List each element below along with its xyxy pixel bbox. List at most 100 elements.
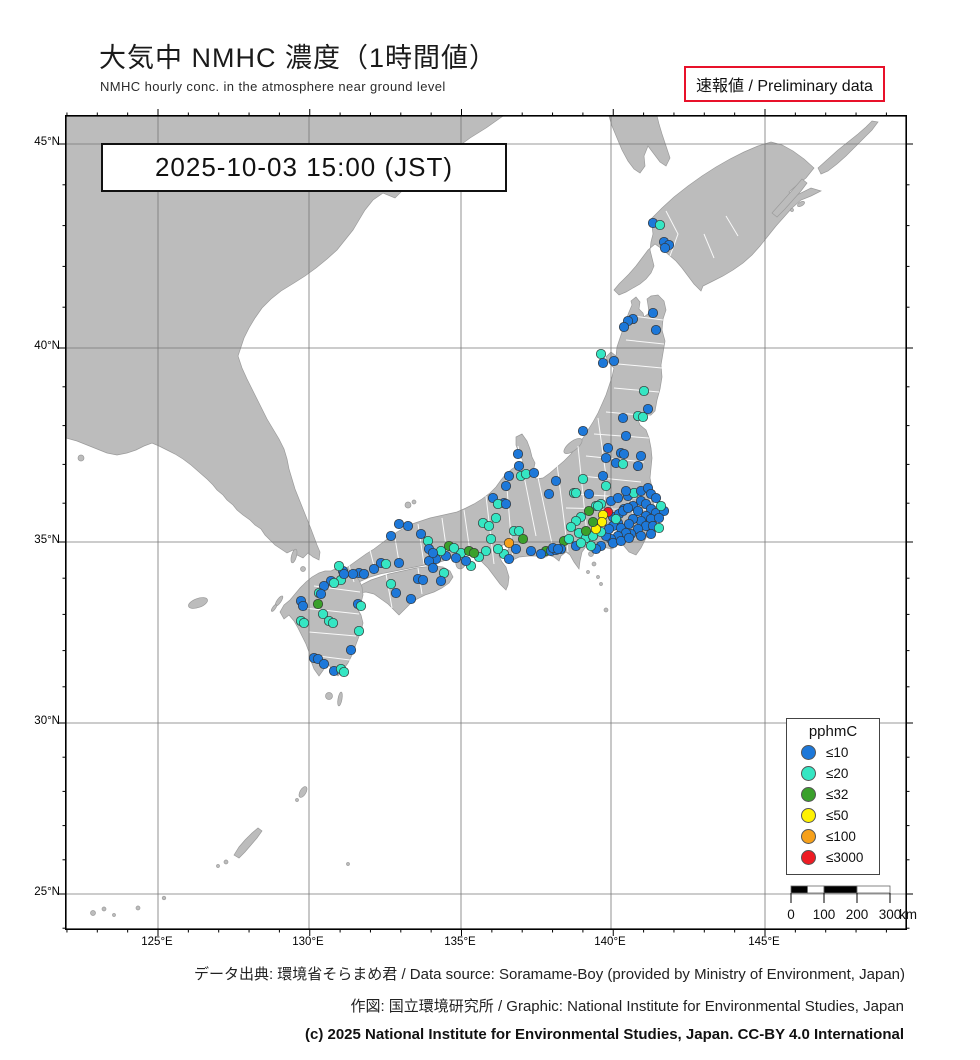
land-okinawa bbox=[233, 827, 263, 859]
land-daito bbox=[346, 862, 350, 866]
scale-bar-segment bbox=[856, 885, 891, 894]
legend-color-dot bbox=[801, 829, 816, 844]
land-shikoku bbox=[355, 565, 454, 616]
station-dot bbox=[622, 502, 634, 514]
page-subtitle: NMHC hourly conc. in the atmosphere near… bbox=[100, 79, 446, 94]
land-iki bbox=[300, 566, 306, 572]
land-ishigaki bbox=[90, 910, 96, 916]
station-dot bbox=[632, 505, 644, 517]
station-dot bbox=[318, 658, 330, 670]
footer-copyright: (c) 2025 National Institute for Environm… bbox=[304, 1026, 904, 1043]
station-dot bbox=[460, 555, 472, 567]
scale-bar-label: 200 bbox=[846, 907, 869, 922]
legend-entry-label: ≤3000 bbox=[826, 850, 864, 865]
station-dot bbox=[659, 242, 671, 254]
axis-ticks bbox=[59, 109, 913, 936]
station-dot bbox=[402, 520, 414, 532]
legend-entry-label: ≤10 bbox=[826, 745, 849, 760]
scale-bar-label: 100 bbox=[813, 907, 836, 922]
land-izu-island bbox=[588, 551, 594, 557]
station-dot bbox=[510, 543, 522, 555]
footer-graphic-credit: 作図: 国立環境研究所 / Graphic: National Institut… bbox=[350, 998, 904, 1015]
station-dot bbox=[638, 385, 650, 397]
legend-entry: ≤100 bbox=[787, 826, 879, 847]
station-dot bbox=[654, 219, 666, 231]
lon-axis-label: 145°E bbox=[748, 936, 780, 948]
station-dot bbox=[427, 547, 439, 559]
station-dot bbox=[635, 530, 647, 542]
station-dot bbox=[618, 448, 630, 460]
station-dot bbox=[637, 411, 649, 423]
station-dot bbox=[653, 512, 665, 524]
land-sado bbox=[563, 438, 583, 454]
land-izu-island bbox=[596, 575, 600, 579]
station-dot bbox=[642, 403, 654, 415]
station-dot bbox=[503, 470, 515, 482]
legend-entry-label: ≤50 bbox=[826, 808, 849, 823]
station-dot bbox=[427, 562, 439, 574]
station-dot bbox=[585, 540, 597, 552]
station-dot bbox=[417, 574, 429, 586]
station-dot bbox=[647, 307, 659, 319]
station-dot bbox=[503, 553, 515, 565]
map-frame bbox=[65, 115, 907, 930]
station-dot bbox=[503, 537, 515, 549]
land-yakushima bbox=[325, 692, 333, 700]
station-dot bbox=[390, 587, 402, 599]
station-dot bbox=[385, 530, 397, 542]
legend-entry-label: ≤100 bbox=[826, 829, 856, 844]
land-islet bbox=[790, 208, 794, 212]
station-dot bbox=[513, 460, 525, 472]
station-dot bbox=[500, 498, 512, 510]
lon-axis-label: 135°E bbox=[444, 936, 476, 948]
station-dot bbox=[297, 600, 309, 612]
land-miyako bbox=[135, 905, 141, 911]
land-izu-island bbox=[603, 607, 609, 613]
station-dot bbox=[575, 537, 587, 549]
legend-entry: ≤32 bbox=[787, 784, 879, 805]
legend-entry: ≤20 bbox=[787, 763, 879, 784]
station-dot bbox=[338, 568, 350, 580]
scale-bar-segment bbox=[790, 885, 808, 894]
land-islet bbox=[161, 895, 167, 901]
station-dot bbox=[485, 533, 497, 545]
land-islet bbox=[112, 913, 116, 917]
station-dot bbox=[550, 475, 562, 487]
land-kunashiri bbox=[771, 178, 808, 218]
station-dot bbox=[595, 348, 607, 360]
station-dot bbox=[600, 452, 612, 464]
preliminary-data-badge: 速報値 / Preliminary data bbox=[684, 66, 885, 102]
station-dot bbox=[517, 533, 529, 545]
lat-axis-label: 40°N bbox=[34, 340, 60, 352]
station-dot bbox=[513, 525, 525, 537]
scale-bar-label: 0 bbox=[787, 907, 795, 922]
station-dot bbox=[583, 505, 595, 517]
station-dot bbox=[565, 521, 577, 533]
station-dot bbox=[608, 355, 620, 367]
station-dot bbox=[597, 470, 609, 482]
station-dot bbox=[577, 473, 589, 485]
lat-axis-label: 35°N bbox=[34, 534, 60, 546]
station-dot bbox=[535, 548, 547, 560]
land-oki bbox=[404, 501, 412, 509]
station-dot bbox=[592, 500, 604, 512]
legend-title: pphmC bbox=[808, 723, 858, 740]
station-dot bbox=[492, 543, 504, 555]
station-dot bbox=[298, 617, 310, 629]
landmasses bbox=[65, 115, 879, 917]
land-continent bbox=[65, 115, 505, 561]
station-dot bbox=[617, 458, 629, 470]
land-izu-island bbox=[599, 582, 603, 586]
land-shikotan bbox=[797, 201, 805, 207]
station-dots bbox=[295, 217, 675, 678]
station-dot bbox=[543, 488, 555, 500]
station-dot bbox=[328, 577, 340, 589]
scale-bar-label: 300 bbox=[879, 907, 902, 922]
lat-axis-label: 45°N bbox=[34, 136, 60, 148]
station-dot bbox=[450, 552, 462, 564]
land-izu-island bbox=[591, 561, 597, 567]
station-dot bbox=[368, 563, 380, 575]
station-dot bbox=[393, 557, 405, 569]
station-dot bbox=[645, 528, 657, 540]
